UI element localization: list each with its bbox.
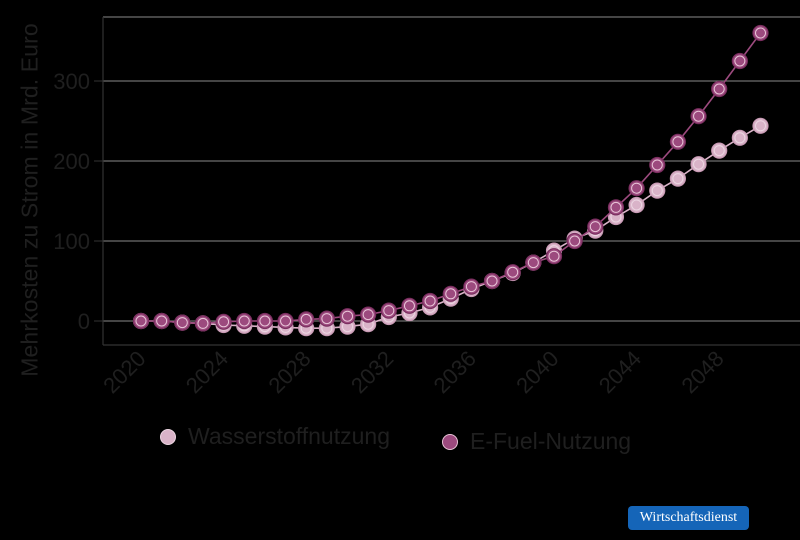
data-point-ring [693,110,705,122]
series-wasserstoff [132,117,769,337]
data-point-ring [734,132,746,144]
legend-label: E-Fuel-Nutzung [470,428,632,454]
data-point-ring [569,235,581,247]
x-tick-label: 2048 [676,346,728,398]
data-point-ring [403,300,415,312]
data-point-ring [755,120,766,132]
data-point-ring [527,257,539,269]
legend-item-wasserstoff: Wasserstoffnutzung [160,423,390,450]
data-point-ring [734,55,746,67]
x-tick-label: 2024 [181,346,233,398]
data-point-ring [156,315,168,327]
data-point-ring [713,145,725,157]
data-point-ring [651,159,663,171]
x-tick-label: 2036 [429,346,481,398]
data-point-ring [135,315,147,327]
x-tick-label: 2032 [346,346,398,398]
legend-marker-icon [160,428,176,445]
data-point-ring [672,173,684,185]
data-point-ring [631,182,643,194]
data-point-ring [176,317,188,329]
data-point-ring [610,201,622,213]
y-tick-label: 100 [53,229,90,254]
data-point-ring [631,199,643,211]
series-efuel [132,24,769,332]
data-point-ring [548,250,560,262]
legend-label: Wasserstoffnutzung [188,423,390,449]
data-point-ring [362,309,374,321]
x-tick-label: 2020 [98,346,150,398]
data-point-ring [651,185,663,197]
data-point-ring [507,266,519,278]
data-point-ring [693,158,705,170]
y-tick-label: 200 [53,149,90,174]
y-tick-label: 300 [53,69,90,94]
data-point-ring [383,305,395,317]
data-point-ring [755,27,766,39]
legend-item-efuel: E-Fuel-Nutzung [442,428,631,455]
y-tick-label: 0 [78,309,90,334]
data-point-ring [280,315,292,327]
x-tick-label: 2040 [511,346,563,398]
data-point-ring [589,221,601,233]
data-point-ring [218,316,230,328]
data-point-ring [238,315,250,327]
y-axis-ticks: 0 100 200 300 [53,69,103,334]
data-point-ring [424,295,436,307]
x-axis-ticks: 2020 2024 2028 2032 2036 2040 2044 2048 [98,346,728,398]
data-point-ring [321,313,333,325]
data-point-ring [300,313,312,325]
x-tick-label: 2044 [594,346,646,398]
data-point-ring [672,136,684,148]
axes [102,17,800,346]
x-tick-label: 2028 [263,346,315,398]
legend: Wasserstoffnutzung E-Fuel-Nutzung [160,418,683,455]
source-badge: Wirtschaftsdienst [628,506,749,530]
data-point-ring [445,288,457,300]
data-point-ring [342,310,353,322]
series-line [141,32,762,325]
data-point-ring [259,315,271,327]
data-point-ring [486,275,498,287]
data-point-ring [713,83,725,95]
data-point-ring [197,317,209,329]
data-point-ring [465,281,477,293]
data-series [132,24,769,337]
legend-marker-icon [442,433,458,450]
y-axis-label: Mehrkosten zu Strom in Mrd. Euro [16,23,43,377]
